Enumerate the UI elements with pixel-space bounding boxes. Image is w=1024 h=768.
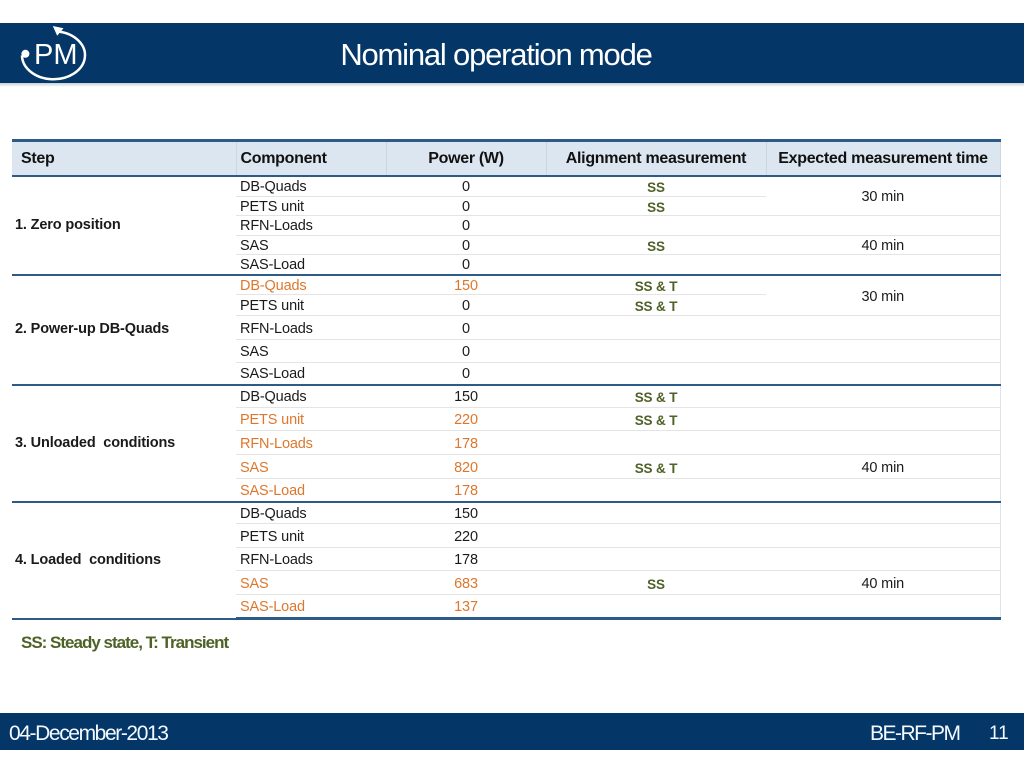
svg-text:PM: PM xyxy=(34,39,78,71)
